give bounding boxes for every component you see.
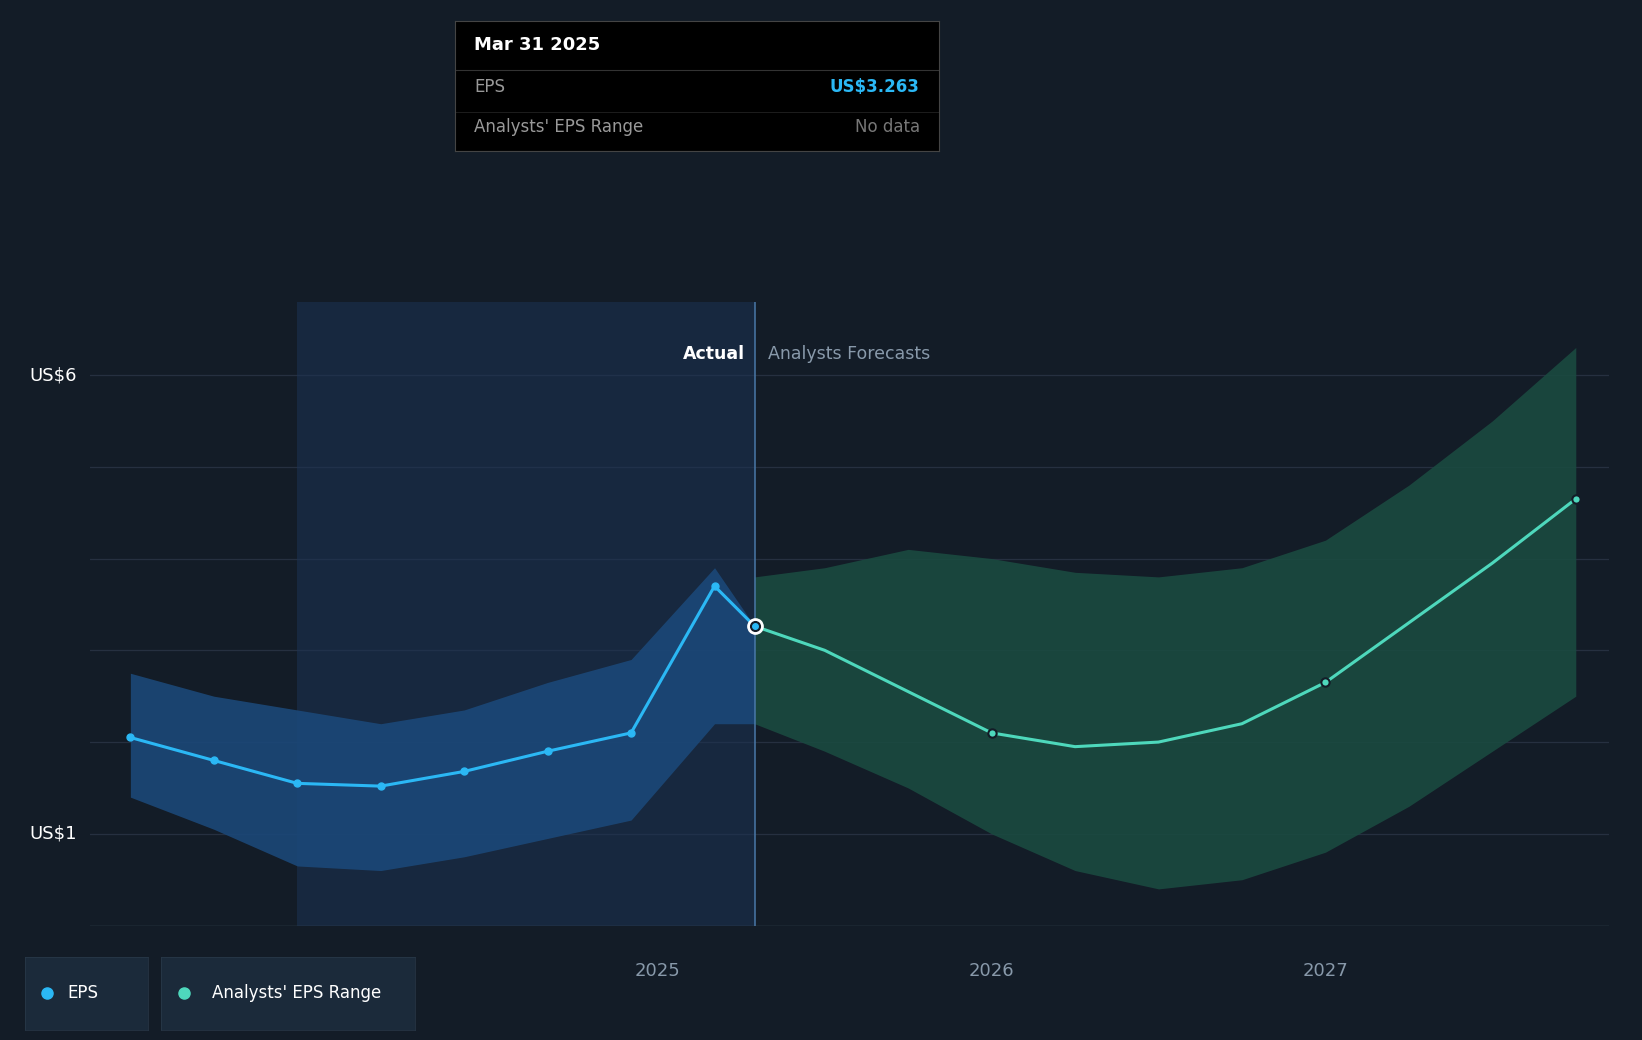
Text: 2026: 2026 (969, 962, 1015, 981)
Text: Analysts' EPS Range: Analysts' EPS Range (212, 984, 381, 1003)
Text: US$6: US$6 (30, 366, 77, 384)
Text: 2027: 2027 (1302, 962, 1348, 981)
Text: 2025: 2025 (635, 962, 681, 981)
Text: Analysts' EPS Range: Analysts' EPS Range (475, 119, 644, 136)
Text: Actual: Actual (683, 345, 744, 363)
Text: US$3.263: US$3.263 (829, 78, 920, 96)
Text: No data: No data (855, 119, 920, 136)
Text: EPS: EPS (475, 78, 506, 96)
Bar (297, 302, 755, 926)
Text: Analysts Forecasts: Analysts Forecasts (768, 345, 931, 363)
Text: 2024: 2024 (300, 962, 346, 981)
Text: Mar 31 2025: Mar 31 2025 (475, 36, 601, 54)
Text: US$1: US$1 (30, 825, 77, 842)
Text: EPS: EPS (67, 984, 99, 1003)
